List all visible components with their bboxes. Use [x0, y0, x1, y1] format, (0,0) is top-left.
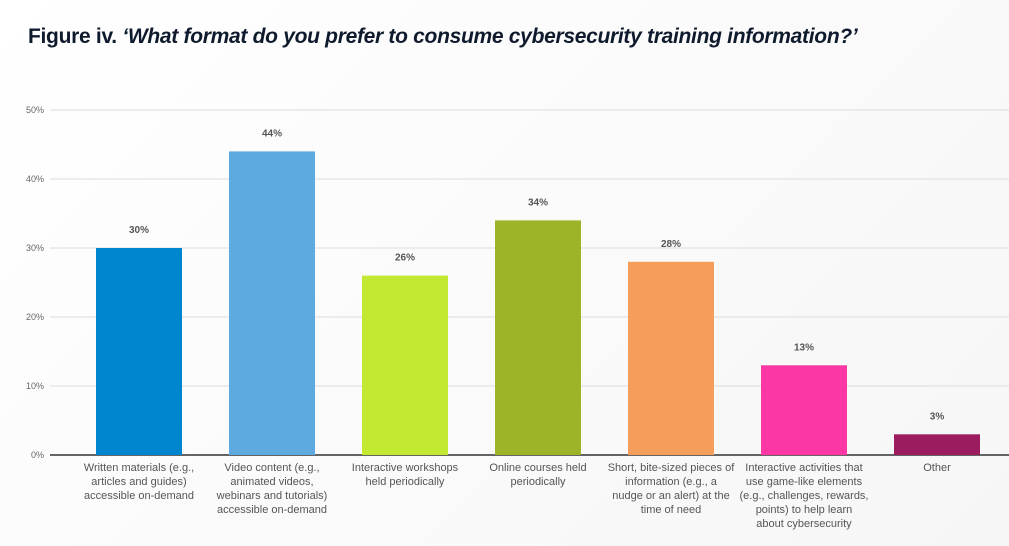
category-label: articles and guides) — [91, 476, 186, 488]
category-label: periodically — [510, 476, 566, 488]
bar — [761, 365, 847, 455]
category-label: animated videos, — [230, 476, 313, 488]
category-label: about cybersecurity — [756, 518, 852, 530]
category-label: Interactive activities that — [745, 462, 862, 474]
y-tick-label: 20% — [26, 312, 44, 322]
bar — [894, 434, 980, 455]
category-label: Short, bite-sized pieces of — [608, 462, 736, 474]
category-label: accessible on-demand — [217, 504, 327, 516]
data-label: 3% — [930, 411, 945, 422]
category-label: nudge or an alert) at the — [612, 490, 729, 502]
y-tick-label: 40% — [26, 174, 44, 184]
y-tick-label: 30% — [26, 243, 44, 253]
data-label: 28% — [661, 239, 681, 250]
category-label: time of need — [641, 504, 702, 516]
bar — [362, 275, 448, 455]
data-label: 44% — [262, 128, 282, 139]
y-tick-label: 10% — [26, 381, 44, 391]
figure-number: Figure iv. — [28, 25, 117, 48]
chart-title: Figure iv. ‘What format do you prefer to… — [28, 25, 858, 48]
category-label: (e.g., challenges, rewards, — [739, 490, 868, 502]
category-label: Written materials (e.g., — [84, 462, 194, 474]
bar — [495, 220, 581, 455]
category-label: Other — [923, 462, 951, 474]
category-label: Video content (e.g., — [224, 462, 319, 474]
y-tick-label: 0% — [31, 450, 44, 460]
data-label: 13% — [794, 342, 814, 353]
category-label: held periodically — [366, 476, 445, 488]
title-question: ‘What format do you prefer to consume cy… — [122, 25, 858, 48]
category-label: webinars and tutorials) — [216, 490, 328, 502]
data-label: 26% — [395, 253, 415, 264]
category-label: points) to help learn — [756, 504, 853, 516]
category-label: Interactive workshops — [352, 462, 459, 474]
bar — [628, 261, 714, 455]
data-label: 34% — [528, 197, 548, 208]
category-label: information (e.g., a — [625, 476, 718, 488]
category-label: Online courses held — [489, 462, 586, 474]
y-tick-label: 50% — [26, 105, 44, 115]
bar — [229, 151, 315, 455]
bar — [96, 248, 182, 455]
category-label: accessible on-demand — [84, 490, 194, 502]
category-label: use game-like elements — [746, 476, 863, 488]
data-label: 30% — [129, 225, 149, 236]
